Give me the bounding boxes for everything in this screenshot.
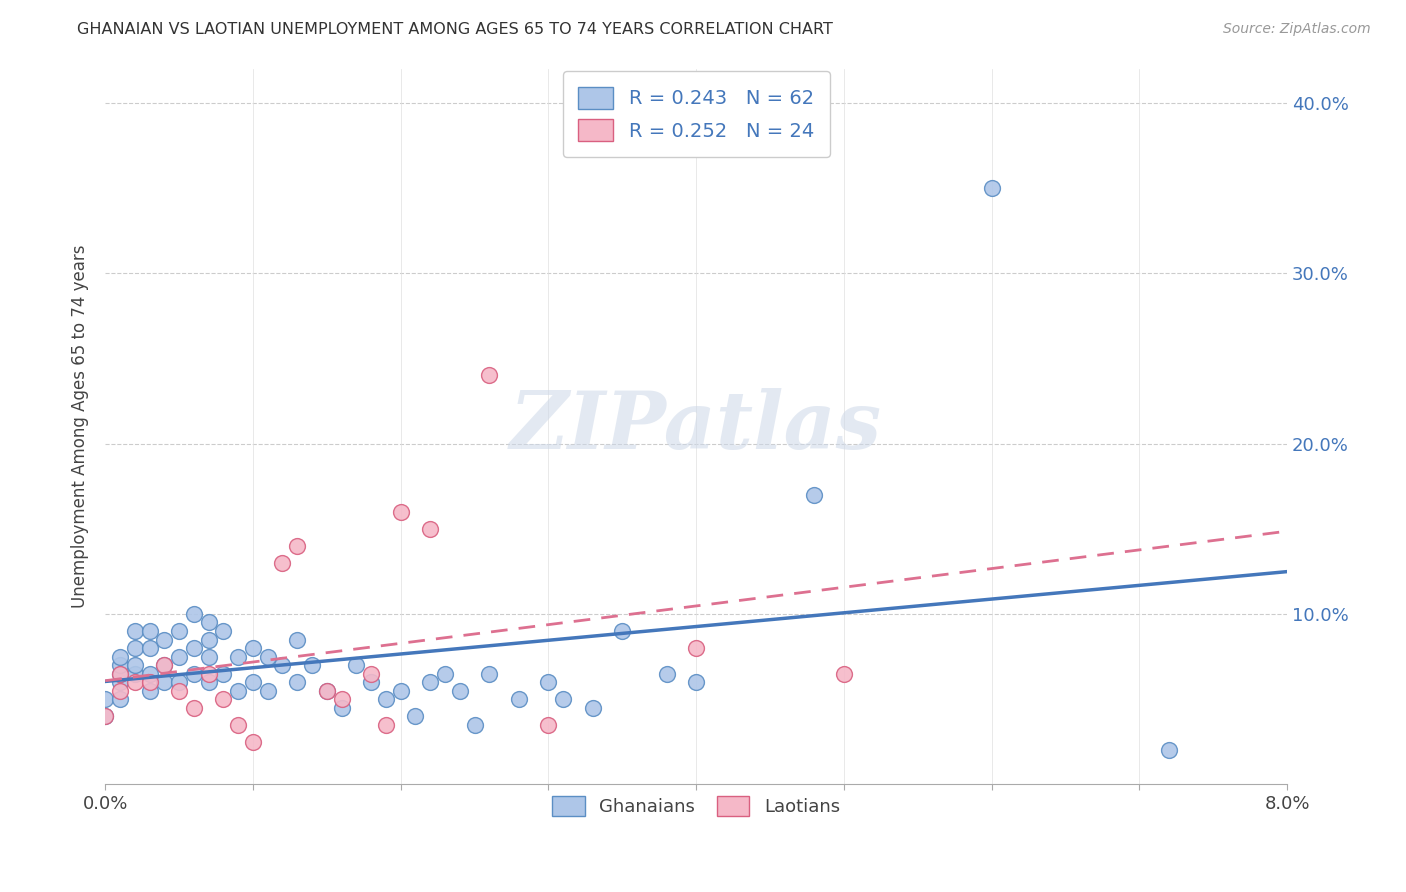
- Point: [478, 368, 501, 383]
- Point: [138, 624, 160, 638]
- Point: [153, 632, 176, 647]
- Point: [138, 675, 160, 690]
- Point: [124, 675, 146, 690]
- Point: [108, 649, 131, 664]
- Point: [226, 718, 249, 732]
- Point: [330, 700, 353, 714]
- Point: [108, 692, 131, 706]
- Point: [108, 666, 131, 681]
- Point: [167, 683, 190, 698]
- Point: [108, 675, 131, 690]
- Point: [242, 675, 264, 690]
- Point: [582, 700, 605, 714]
- Point: [226, 683, 249, 698]
- Point: [256, 649, 278, 664]
- Point: [108, 666, 131, 681]
- Point: [167, 649, 190, 664]
- Point: [389, 505, 412, 519]
- Point: [226, 649, 249, 664]
- Point: [256, 683, 278, 698]
- Point: [360, 675, 382, 690]
- Point: [124, 658, 146, 673]
- Point: [374, 692, 396, 706]
- Point: [537, 718, 560, 732]
- Point: [271, 658, 294, 673]
- Point: [167, 624, 190, 638]
- Point: [315, 683, 337, 698]
- Point: [508, 692, 530, 706]
- Point: [315, 683, 337, 698]
- Point: [434, 666, 457, 681]
- Point: [832, 666, 855, 681]
- Point: [212, 692, 235, 706]
- Point: [108, 658, 131, 673]
- Point: [655, 666, 678, 681]
- Point: [183, 700, 205, 714]
- Point: [344, 658, 367, 673]
- Point: [360, 666, 382, 681]
- Point: [124, 641, 146, 656]
- Point: [553, 692, 575, 706]
- Point: [138, 666, 160, 681]
- Point: [685, 641, 707, 656]
- Text: Source: ZipAtlas.com: Source: ZipAtlas.com: [1223, 22, 1371, 37]
- Legend: Ghanaians, Laotians: Ghanaians, Laotians: [543, 787, 849, 825]
- Point: [153, 675, 176, 690]
- Point: [197, 649, 219, 664]
- Text: GHANAIAN VS LAOTIAN UNEMPLOYMENT AMONG AGES 65 TO 74 YEARS CORRELATION CHART: GHANAIAN VS LAOTIAN UNEMPLOYMENT AMONG A…: [77, 22, 834, 37]
- Point: [1157, 743, 1180, 757]
- Text: ZIPatlas: ZIPatlas: [510, 388, 882, 466]
- Point: [330, 692, 353, 706]
- Point: [124, 624, 146, 638]
- Point: [108, 683, 131, 698]
- Point: [419, 675, 441, 690]
- Point: [464, 718, 486, 732]
- Point: [612, 624, 634, 638]
- Point: [537, 675, 560, 690]
- Point: [183, 666, 205, 681]
- Point: [301, 658, 323, 673]
- Point: [242, 735, 264, 749]
- Point: [94, 709, 117, 723]
- Point: [242, 641, 264, 656]
- Point: [138, 641, 160, 656]
- Point: [271, 556, 294, 570]
- Point: [212, 624, 235, 638]
- Point: [94, 709, 117, 723]
- Point: [197, 666, 219, 681]
- Point: [980, 181, 1002, 195]
- Y-axis label: Unemployment Among Ages 65 to 74 years: Unemployment Among Ages 65 to 74 years: [72, 244, 89, 608]
- Point: [94, 692, 117, 706]
- Point: [153, 658, 176, 673]
- Point: [389, 683, 412, 698]
- Point: [285, 632, 308, 647]
- Point: [183, 607, 205, 621]
- Point: [197, 675, 219, 690]
- Point: [124, 666, 146, 681]
- Point: [197, 615, 219, 630]
- Point: [419, 522, 441, 536]
- Point: [803, 488, 825, 502]
- Point: [449, 683, 471, 698]
- Point: [197, 632, 219, 647]
- Point: [153, 658, 176, 673]
- Point: [167, 675, 190, 690]
- Point: [285, 539, 308, 553]
- Point: [285, 675, 308, 690]
- Point: [685, 675, 707, 690]
- Point: [374, 718, 396, 732]
- Point: [212, 666, 235, 681]
- Point: [478, 666, 501, 681]
- Point: [183, 641, 205, 656]
- Point: [404, 709, 426, 723]
- Point: [138, 683, 160, 698]
